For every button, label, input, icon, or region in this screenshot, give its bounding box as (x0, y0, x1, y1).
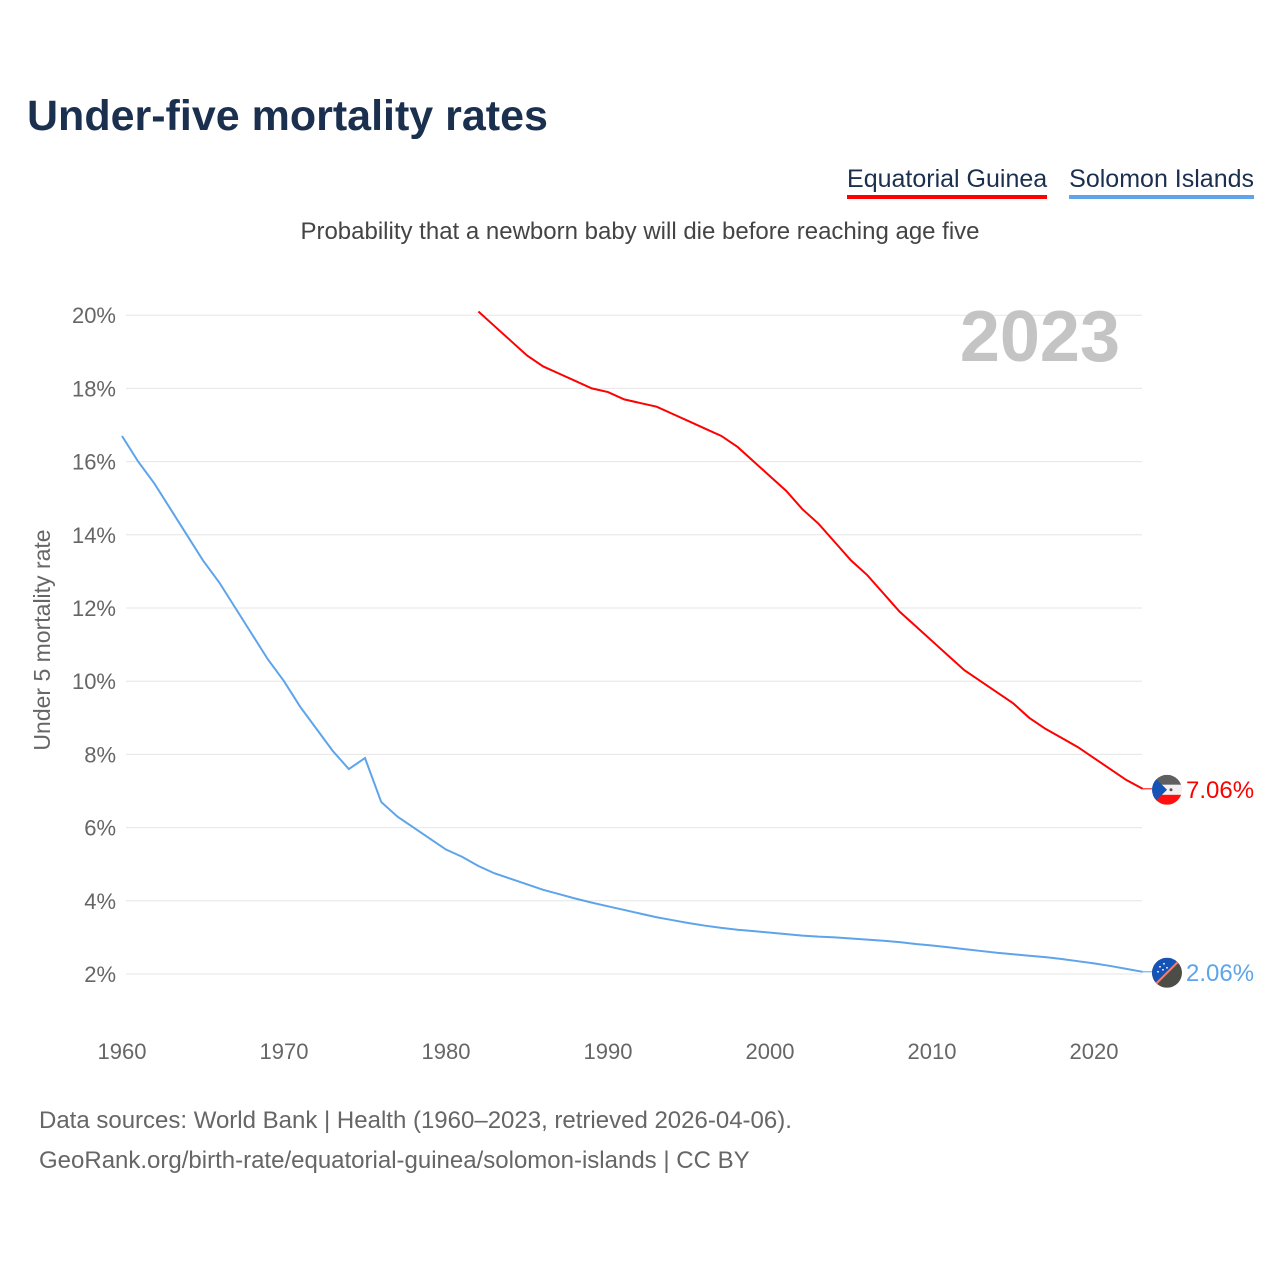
y-tick-label: 8% (84, 742, 116, 767)
end-value-label: 7.06% (1186, 777, 1254, 804)
footer-link[interactable]: GeoRank.org/birth-rate/equatorial-guinea… (39, 1147, 750, 1174)
y-tick-label: 12% (72, 596, 116, 621)
chart-title: Under-five mortality rates (27, 92, 548, 140)
y-tick-label: 10% (72, 669, 116, 694)
x-tick-label: 2000 (746, 1039, 795, 1064)
x-tick-label: 1980 (422, 1039, 471, 1064)
legend-item-equatorial-guinea[interactable]: Equatorial Guinea (847, 165, 1048, 199)
y-tick-label: 16% (72, 450, 116, 475)
equatorial-guinea-flag-icon (1152, 774, 1182, 805)
chart-subtitle: Probability that a newborn baby will die… (300, 218, 980, 245)
y-tick-label: 6% (84, 816, 116, 841)
x-tick-label: 1970 (260, 1039, 309, 1064)
series-line-equatorial-guinea (477, 310, 1144, 790)
y-tick-label: 18% (72, 376, 116, 401)
end-value-label: 2.06% (1186, 960, 1254, 987)
x-tick-label: 1960 (98, 1039, 147, 1064)
y-axis-label: Under 5 mortality rate (29, 529, 55, 750)
x-tick-label: 1990 (584, 1039, 633, 1064)
series-line-solomon-islands (121, 435, 1143, 973)
x-tick-label: 2010 (908, 1039, 957, 1064)
y-tick-label: 2% (84, 962, 116, 987)
y-tick-label: 4% (84, 889, 116, 914)
solomon-islands-flag-icon (1152, 957, 1182, 988)
legend: Equatorial Guinea Solomon Islands (847, 165, 1254, 199)
legend-item-solomon-islands[interactable]: Solomon Islands (1069, 165, 1254, 199)
x-tick-label: 2020 (1070, 1039, 1119, 1064)
y-tick-label: 14% (72, 523, 116, 548)
footer-source: Data sources: World Bank | Health (1960–… (39, 1107, 792, 1134)
y-tick-label: 20% (72, 303, 116, 328)
year-watermark: 2023 (960, 297, 1120, 377)
